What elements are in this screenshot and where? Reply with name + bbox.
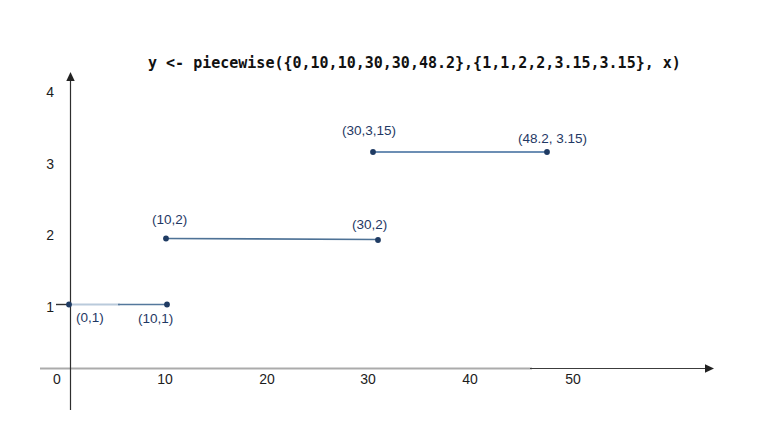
point-label-10-2: (10,2): [152, 212, 187, 227]
y-axis-arrow-icon: [66, 72, 74, 81]
data-point-0-1: [66, 302, 72, 308]
x-tick-0: 0: [53, 371, 61, 387]
segment-2-line: [166, 239, 378, 240]
data-point-10-1: [164, 302, 170, 308]
x-tick-40: 40: [462, 371, 478, 387]
y-tick-3: 3: [32, 156, 54, 172]
x-axis-arrow-icon: [705, 364, 714, 373]
point-label-482-315: (48.2, 3.15): [518, 131, 587, 146]
point-label-30-2: (30,2): [352, 217, 387, 232]
x-tick-10: 10: [157, 371, 173, 387]
x-tick-20: 20: [259, 371, 275, 387]
data-point-30-2: [375, 237, 381, 243]
data-point-10-2: [163, 236, 169, 242]
x-tick-50: 50: [565, 371, 581, 387]
data-point-30-315: [370, 149, 376, 155]
plot-area: [0, 0, 768, 432]
y-tick-4: 4: [32, 84, 54, 100]
point-label-30-315: (30,3,15): [342, 123, 396, 138]
data-point-482-315: [544, 149, 550, 155]
y-tick-2: 2: [32, 227, 54, 243]
x-tick-30: 30: [360, 371, 376, 387]
piecewise-plot-canvas: y <- piecewise({0,10,10,30,30,48.2},{1,1…: [0, 0, 768, 432]
point-label-10-1: (10,1): [138, 311, 173, 326]
point-label-0-1: (0,1): [76, 310, 104, 325]
y-tick-1: 1: [32, 299, 54, 315]
